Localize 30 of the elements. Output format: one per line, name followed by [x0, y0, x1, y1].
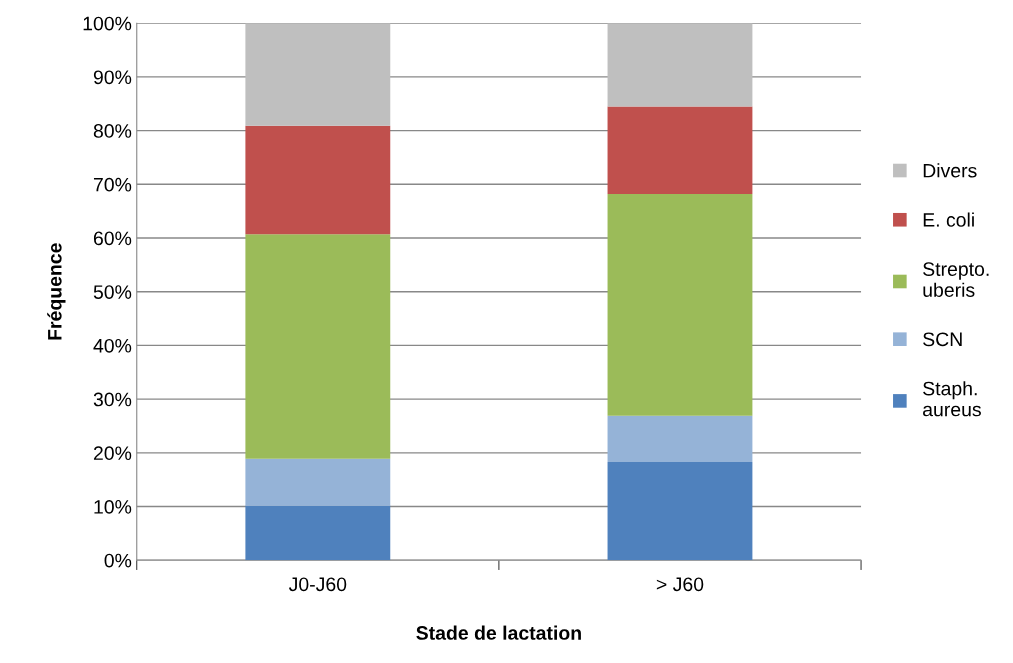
bar — [607, 461, 753, 561]
x-tick-label: > J60 — [656, 577, 704, 592]
y-tick-label: 50% — [93, 285, 132, 299]
y-tick-label: 40% — [93, 338, 132, 353]
x-axis-title: Stade de lactation — [416, 625, 581, 640]
legend-label: Staph. aureus — [923, 381, 981, 417]
bar — [245, 458, 391, 506]
bar — [607, 415, 753, 462]
legend-label: E. coli — [923, 212, 974, 227]
y-axis-title: Fréquence — [47, 243, 66, 340]
bar — [607, 106, 753, 194]
legend-label: Strepto. uberis — [923, 262, 989, 297]
legend-label: SCN — [923, 332, 962, 347]
x-tick-label: J0-J60 — [288, 577, 347, 592]
y-tick-label: 100% — [83, 16, 132, 31]
y-tick-label: 30% — [93, 392, 132, 407]
bar — [607, 23, 753, 107]
y-tick-label: 60% — [93, 231, 132, 246]
bar — [245, 23, 391, 126]
y-tick-label: 90% — [93, 70, 132, 85]
bar — [607, 193, 753, 416]
y-tick-label: 20% — [93, 446, 132, 461]
bar — [245, 125, 391, 235]
bar — [245, 234, 391, 459]
legend-label: Divers — [923, 163, 977, 178]
y-tick-label: 70% — [93, 177, 132, 192]
y-tick-label: 0% — [104, 553, 132, 568]
y-tick-label: 10% — [94, 500, 132, 514]
bar — [245, 505, 391, 561]
y-tick-label: 80% — [93, 124, 132, 138]
